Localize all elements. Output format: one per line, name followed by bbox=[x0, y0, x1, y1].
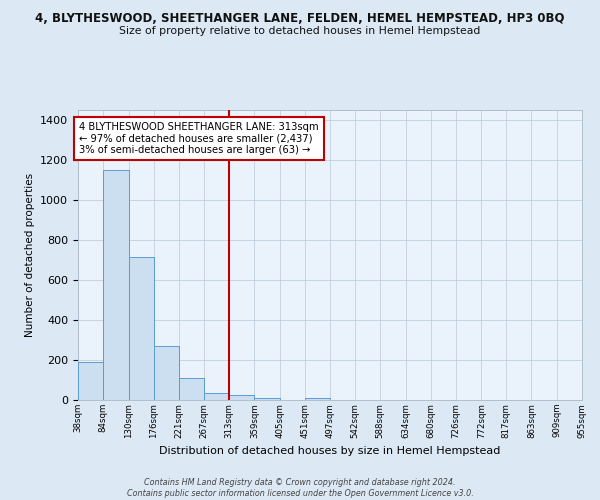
Text: 4 BLYTHESWOOD SHEETHANGER LANE: 313sqm
← 97% of detached houses are smaller (2,4: 4 BLYTHESWOOD SHEETHANGER LANE: 313sqm ←… bbox=[79, 122, 319, 155]
Bar bbox=[254, 398, 280, 400]
Text: 4, BLYTHESWOOD, SHEETHANGER LANE, FELDEN, HEMEL HEMPSTEAD, HP3 0BQ: 4, BLYTHESWOOD, SHEETHANGER LANE, FELDEN… bbox=[35, 12, 565, 26]
Bar bbox=[305, 398, 330, 400]
Bar bbox=[229, 395, 254, 400]
Bar bbox=[154, 346, 179, 400]
Bar bbox=[78, 362, 103, 400]
Bar bbox=[179, 378, 204, 400]
Bar bbox=[204, 393, 229, 400]
Text: Contains HM Land Registry data © Crown copyright and database right 2024.
Contai: Contains HM Land Registry data © Crown c… bbox=[127, 478, 473, 498]
Bar bbox=[128, 257, 154, 400]
Y-axis label: Number of detached properties: Number of detached properties bbox=[25, 173, 35, 337]
Bar bbox=[103, 170, 128, 400]
Text: Size of property relative to detached houses in Hemel Hempstead: Size of property relative to detached ho… bbox=[119, 26, 481, 36]
X-axis label: Distribution of detached houses by size in Hemel Hempstead: Distribution of detached houses by size … bbox=[160, 446, 500, 456]
